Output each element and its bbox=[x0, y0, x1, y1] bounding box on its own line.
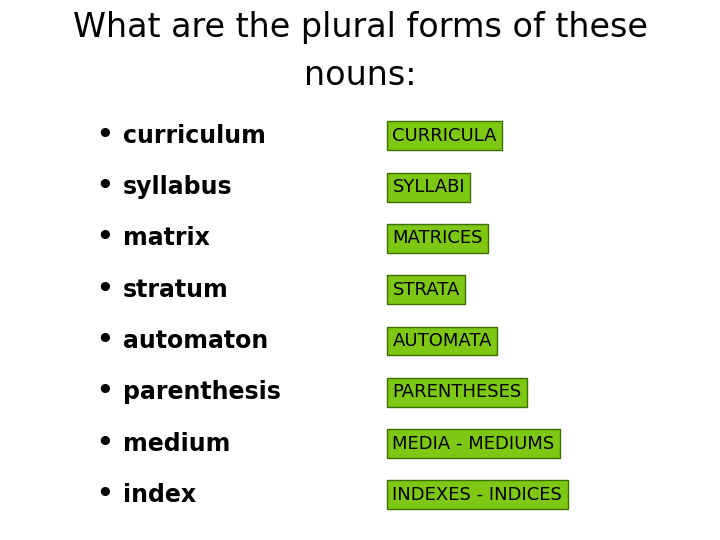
Text: CURRICULA: CURRICULA bbox=[392, 127, 497, 145]
Text: AUTOMATA: AUTOMATA bbox=[392, 332, 492, 350]
Text: •: • bbox=[96, 430, 113, 457]
Text: curriculum: curriculum bbox=[123, 124, 266, 148]
Text: •: • bbox=[96, 276, 113, 303]
Text: stratum: stratum bbox=[123, 278, 229, 302]
Text: What are the plural forms of these: What are the plural forms of these bbox=[73, 11, 647, 44]
Text: •: • bbox=[96, 174, 113, 200]
Text: SYLLABI: SYLLABI bbox=[392, 178, 465, 196]
Text: automaton: automaton bbox=[123, 329, 269, 353]
Text: •: • bbox=[96, 379, 113, 406]
Text: PARENTHESES: PARENTHESES bbox=[392, 383, 522, 401]
Text: parenthesis: parenthesis bbox=[123, 380, 281, 404]
Text: MEDIA - MEDIUMS: MEDIA - MEDIUMS bbox=[392, 435, 554, 453]
Text: nouns:: nouns: bbox=[304, 59, 416, 92]
Text: syllabus: syllabus bbox=[123, 175, 233, 199]
Text: matrix: matrix bbox=[123, 226, 210, 251]
Text: •: • bbox=[96, 225, 113, 252]
Text: •: • bbox=[96, 123, 113, 149]
Text: MATRICES: MATRICES bbox=[392, 230, 483, 247]
Text: STRATA: STRATA bbox=[392, 281, 460, 299]
Text: •: • bbox=[96, 328, 113, 354]
Text: INDEXES - INDICES: INDEXES - INDICES bbox=[392, 486, 562, 504]
Text: index: index bbox=[123, 483, 197, 507]
Text: medium: medium bbox=[123, 431, 230, 456]
Text: •: • bbox=[96, 482, 113, 508]
